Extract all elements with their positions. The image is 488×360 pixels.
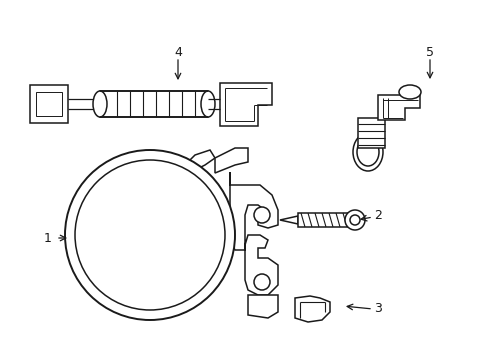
Polygon shape [357,118,384,148]
Polygon shape [100,91,207,117]
Circle shape [253,207,269,223]
Ellipse shape [93,91,107,117]
Polygon shape [247,295,278,318]
Circle shape [65,150,235,320]
Text: 5: 5 [425,45,433,59]
Ellipse shape [201,91,215,117]
Polygon shape [220,83,271,126]
Text: 4: 4 [174,45,182,59]
Polygon shape [215,148,247,173]
Circle shape [253,274,269,290]
Polygon shape [297,213,354,227]
Polygon shape [377,95,419,120]
Polygon shape [280,216,297,224]
Polygon shape [184,150,215,175]
Ellipse shape [398,85,420,99]
Circle shape [349,215,359,225]
Polygon shape [294,296,329,322]
Text: 3: 3 [373,302,381,315]
Polygon shape [30,85,68,123]
Circle shape [75,160,224,310]
Text: 2: 2 [373,208,381,221]
Circle shape [345,210,364,230]
Polygon shape [229,172,278,295]
Ellipse shape [352,133,382,171]
Polygon shape [36,92,62,116]
Text: 1: 1 [44,231,52,244]
Ellipse shape [356,138,378,166]
